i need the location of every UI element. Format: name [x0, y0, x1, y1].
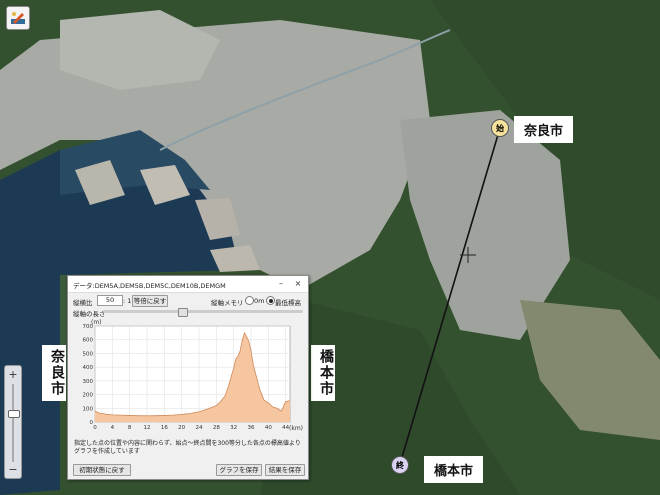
y-axis-unit: (m) — [91, 319, 102, 326]
y-tick-label: 100 — [83, 406, 94, 412]
x-tick-label: 20 — [178, 425, 185, 431]
save-graph-button[interactable]: グラフを保存 — [216, 464, 262, 476]
dialog-note: 指定した点の位置や内容に関わらず、始点〜終点間を300等分した各点の標高値よりグ… — [74, 440, 301, 455]
reset-button[interactable]: 初期状態に戻す — [73, 464, 131, 476]
zoom-in-button[interactable]: + — [8, 368, 18, 381]
radio-zero-label: 0m — [254, 297, 265, 305]
zoom-out-button[interactable]: − — [8, 463, 18, 476]
x-tick-label: 16 — [161, 425, 168, 431]
y-tick-label: 0 — [90, 420, 94, 426]
start-marker-label: 始 — [496, 123, 504, 133]
elevation-area — [95, 332, 290, 422]
x-tick-label: 36 — [248, 425, 255, 431]
minimize-button[interactable]: – — [279, 279, 283, 288]
elevation-profile-dialog: データ:DEM5A,DEM5B,DEM5C,DEM10B,DEMGM – × 縦… — [67, 275, 309, 480]
x-tick-label: 4 — [111, 425, 115, 431]
x-tick-label: 44 — [282, 425, 289, 431]
ratio-input[interactable]: 50 — [97, 295, 123, 306]
y-tick-label: 300 — [83, 379, 94, 385]
radio-min-elevation[interactable] — [266, 296, 275, 305]
x-tick-label: 32 — [230, 425, 237, 431]
zoom-slider-thumb[interactable] — [8, 410, 20, 418]
crosshair-icon — [460, 247, 476, 263]
y-tick-label: 200 — [83, 393, 94, 399]
x-tick-label: 0 — [93, 425, 97, 431]
home-button[interactable] — [6, 6, 30, 30]
radio-min-label: 最低標高 — [275, 299, 301, 307]
x-tick-label: 8 — [128, 425, 132, 431]
close-button[interactable]: × — [294, 279, 302, 288]
ratio-suffix: : 1 — [123, 297, 132, 305]
y-tick-label: 600 — [83, 338, 94, 344]
reset-ratio-button[interactable]: 等倍に戻す — [132, 295, 168, 307]
zoom-control[interactable]: + − — [4, 365, 22, 479]
length-slider-thumb[interactable] — [178, 308, 188, 317]
x-tick-label: 24 — [196, 425, 203, 431]
side-label-hashimoto: 橋本市 — [311, 345, 335, 401]
elevation-line — [94, 331, 291, 417]
dialog-titlebar[interactable]: データ:DEM5A,DEM5B,DEM5C,DEM10B,DEMGM – × — [68, 276, 308, 293]
save-data-button[interactable]: 結果を保存 — [265, 464, 305, 476]
place-label-hashimoto: 橋本市 — [424, 456, 484, 483]
side-label-nara: 奈良市 — [42, 345, 66, 401]
y-tick-label: 400 — [83, 365, 94, 371]
y-tick-label: 500 — [83, 351, 94, 357]
home-icon — [11, 12, 25, 24]
zoom-slider-track[interactable] — [12, 384, 14, 462]
x-tick-label: 40 — [265, 425, 272, 431]
y-tick-label: 700 — [83, 324, 94, 330]
x-axis-unit: (km) — [289, 425, 303, 432]
x-tick-label: 12 — [144, 425, 151, 431]
end-marker[interactable]: 終 — [391, 456, 409, 474]
place-label-nara: 奈良市 — [514, 116, 574, 143]
length-label: 縦軸の長さ — [73, 310, 106, 318]
dialog-title: データ:DEM5A,DEM5B,DEM5C,DEM10B,DEMGM — [73, 282, 226, 290]
controls-row: 縦横比 50 : 1 等倍に戻す 縦軸メモリ 0m 最低標高 — [73, 295, 305, 307]
ratio-label: 縦横比 — [73, 299, 93, 307]
x-tick-label: 28 — [213, 425, 220, 431]
start-marker[interactable]: 始 — [491, 119, 509, 137]
end-marker-label: 終 — [396, 460, 404, 470]
scale-label: 縦軸メモリ — [211, 299, 244, 307]
radio-zero[interactable] — [245, 296, 254, 305]
length-slider-track[interactable] — [103, 310, 303, 313]
elevation-chart: 0 4 8 12 16 20 24 28 32 36 40 44 0 100 200 300 400 500 600… — [83, 319, 304, 432]
